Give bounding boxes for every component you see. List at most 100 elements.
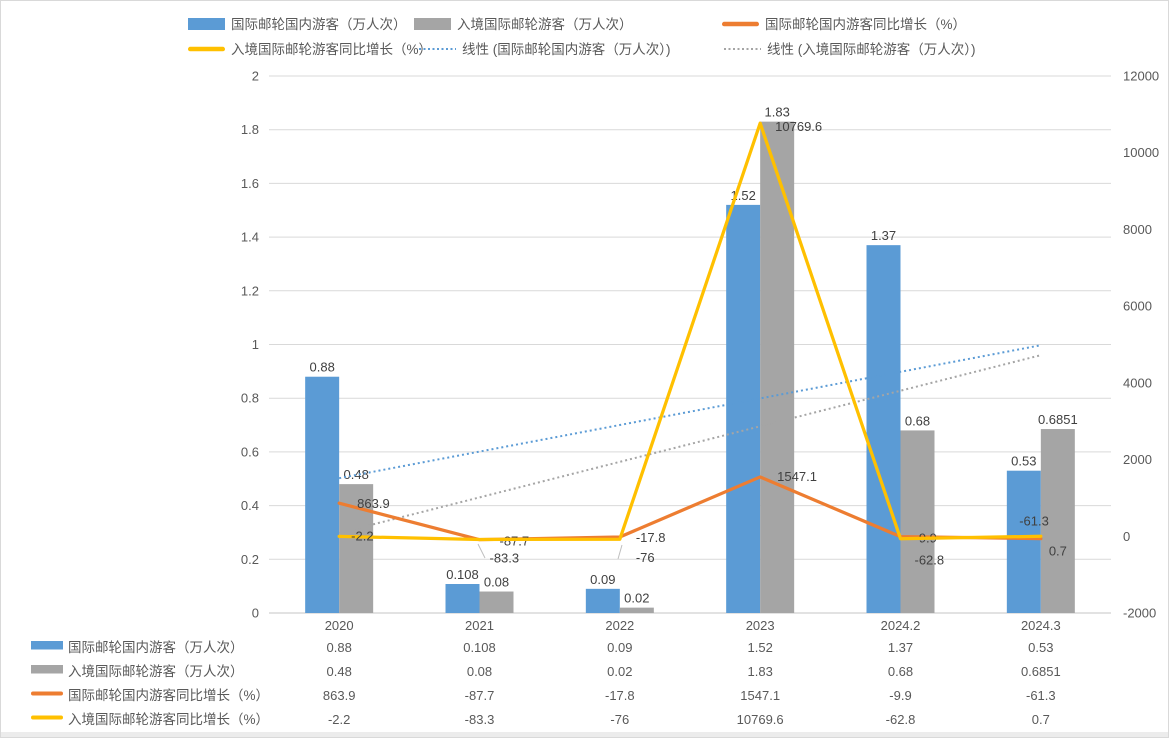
- table-cell-value: 0.09: [607, 640, 632, 655]
- left-axis-tick: 1.8: [241, 122, 259, 137]
- legend-swatch-line: [722, 21, 759, 27]
- bottom-strip: [1, 732, 1168, 737]
- line-data-label: -83.3: [490, 550, 520, 565]
- table-cell-value: 0.68: [888, 664, 913, 679]
- x-axis-label: 2022: [605, 618, 634, 633]
- table-cell-value: 10769.6: [737, 712, 784, 727]
- left-axis-tick: 0: [252, 606, 259, 621]
- table-cell-value: -62.8: [886, 712, 916, 727]
- table-cell-value: 0.88: [327, 640, 352, 655]
- right-axis-tick: 4000: [1123, 375, 1152, 390]
- bar-inbound-2021[interactable]: [479, 591, 514, 613]
- line-data-label: -62.8: [915, 553, 945, 568]
- table-cell-value: 0.08: [467, 664, 492, 679]
- bar-data-label: 0.53: [1011, 454, 1036, 469]
- line-inbound-growth[interactable]: [337, 121, 1043, 542]
- label-leader-line: [617, 544, 623, 560]
- legend-item-label[interactable]: 国际邮轮国内游客（万人次）: [231, 16, 407, 32]
- line-data-label: -61.3: [1019, 514, 1049, 529]
- bar-domestic-2022[interactable]: [585, 588, 620, 613]
- legend-item-label[interactable]: 入境国际邮轮游客同比增长（%）: [231, 41, 432, 57]
- bar-data-label: 0.88: [310, 360, 335, 375]
- table-row-swatch-line: [31, 691, 63, 696]
- bar-domestic-2020[interactable]: [305, 376, 340, 613]
- line-data-label: -17.8: [636, 530, 666, 545]
- x-axis-label: 2024.2: [881, 618, 921, 633]
- left-axis-tick: 1.2: [241, 283, 259, 298]
- legend-item-label[interactable]: 线性 (入境国际邮轮游客（万人次）): [767, 41, 976, 57]
- bar-data-label: 1.83: [765, 105, 790, 120]
- x-axis-label: 2021: [465, 618, 494, 633]
- trendline-0[interactable]: [338, 344, 1042, 480]
- table-cell-value: 1.52: [748, 640, 773, 655]
- table-cell-value: -61.3: [1026, 688, 1056, 703]
- table-cell-value: 0.02: [607, 664, 632, 679]
- left-axis-tick: 1: [252, 337, 259, 352]
- legend-swatch-bar: [188, 18, 225, 30]
- bar-data-label: 0.6851: [1038, 412, 1078, 427]
- legend-item-label[interactable]: 线性 (国际邮轮国内游客（万人次）): [462, 41, 671, 57]
- bar-domestic-2024.3[interactable]: [1006, 470, 1041, 613]
- right-axis-tick: 0: [1123, 529, 1130, 544]
- bar-inbound-2024.3[interactable]: [1040, 429, 1075, 613]
- trendline-1[interactable]: [338, 354, 1042, 534]
- bar-inbound-2022[interactable]: [619, 607, 654, 613]
- right-axis-tick: 6000: [1123, 299, 1152, 314]
- bar-data-label: 0.48: [344, 467, 369, 482]
- table-row-label: 国际邮轮国内游客同比增长（%）: [68, 687, 269, 703]
- line-data-label: 0.7: [1049, 543, 1067, 558]
- x-axis-label: 2020: [325, 618, 354, 633]
- legend-swatch-line: [188, 46, 225, 52]
- table-cell-value: -9.9: [889, 688, 911, 703]
- right-axis-tick: 10000: [1123, 145, 1159, 160]
- x-axis-label: 2024.3: [1021, 618, 1061, 633]
- table-cell-value: -87.7: [465, 688, 495, 703]
- table-cell-value: 1.83: [748, 664, 773, 679]
- x-axis-label: 2023: [746, 618, 775, 633]
- left-axis-tick: 0.8: [241, 391, 259, 406]
- table-cell-value: -76: [610, 712, 629, 727]
- table-row-swatch-bar: [31, 641, 63, 650]
- bar-inbound-2023[interactable]: [760, 121, 795, 614]
- bar-domestic-2024.2[interactable]: [866, 245, 901, 613]
- left-axis-tick: 0.2: [241, 552, 259, 567]
- table-cell-value: 863.9: [323, 688, 356, 703]
- line-data-label: -76: [636, 550, 655, 565]
- right-axis-tick: 8000: [1123, 222, 1152, 237]
- legend-item-label[interactable]: 国际邮轮国内游客同比增长（%）: [765, 16, 966, 32]
- table-row-swatch-bar: [31, 665, 63, 674]
- legend-swatch-bar: [414, 18, 451, 30]
- table-cell-value: 0.48: [327, 664, 352, 679]
- table-cell-value: 1547.1: [740, 688, 780, 703]
- label-leader-line: [477, 543, 486, 559]
- table-row-label: 入境国际邮轮游客同比增长（%）: [68, 711, 269, 727]
- bar-data-label: 0.68: [905, 413, 930, 428]
- table-cell-value: -2.2: [328, 712, 350, 727]
- table-cell-value: -83.3: [465, 712, 495, 727]
- table-cell-value: 0.53: [1028, 640, 1053, 655]
- bar-domestic-2023[interactable]: [726, 204, 761, 613]
- line-data-label: -2.2: [351, 528, 373, 543]
- bar-domestic-2021[interactable]: [445, 584, 480, 613]
- left-axis-tick: 0.6: [241, 444, 259, 459]
- right-axis-tick: 2000: [1123, 452, 1152, 467]
- left-axis-tick: 0.4: [241, 498, 259, 513]
- left-axis-tick: 1.4: [241, 230, 259, 245]
- bar-data-label: 1.37: [871, 228, 896, 243]
- table-cell-value: 0.108: [463, 640, 496, 655]
- bar-data-label: 0.108: [446, 567, 479, 582]
- line-data-label: 1547.1: [777, 469, 817, 484]
- table-row-swatch-line: [31, 715, 63, 720]
- right-axis-tick: 12000: [1123, 69, 1159, 84]
- line-data-label: 863.9: [357, 496, 390, 511]
- bar-inbound-2024.2[interactable]: [900, 430, 935, 613]
- table-row-label: 国际邮轮国内游客（万人次）: [68, 639, 244, 655]
- line-data-label: 10769.6: [775, 119, 822, 134]
- table-cell-value: 0.6851: [1021, 664, 1061, 679]
- line-data-label: -87.7: [500, 534, 530, 549]
- right-axis-tick: -2000: [1123, 606, 1156, 621]
- legend-item-label[interactable]: 入境国际邮轮游客（万人次）: [457, 16, 633, 32]
- bar-data-label: 0.08: [484, 575, 509, 590]
